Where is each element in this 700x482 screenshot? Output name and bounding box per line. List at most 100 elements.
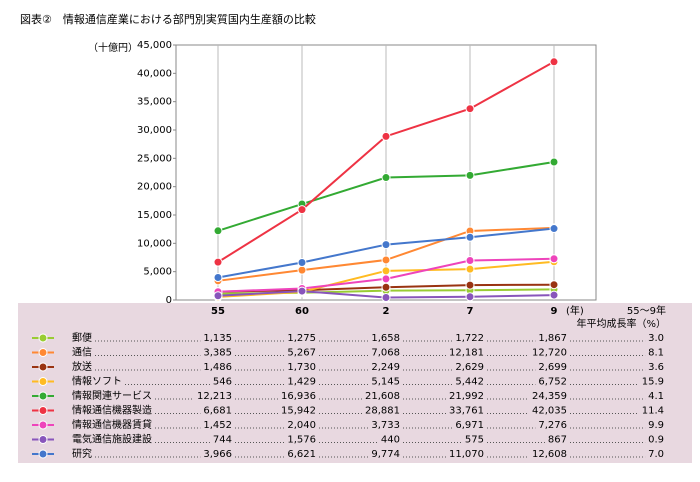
x-tick-label: 55	[211, 306, 225, 317]
table-value: 440	[381, 435, 400, 446]
data-point	[213, 273, 223, 283]
table-value: 7,068	[371, 348, 400, 359]
growth-rate: 7.0	[648, 449, 664, 460]
x-tick-label: 9	[551, 306, 558, 317]
data-point	[381, 282, 391, 292]
legend-label: 研究	[72, 447, 92, 460]
y-axis-label: （十億円）	[88, 41, 138, 54]
table-value: 2,249	[371, 362, 400, 373]
legend-marker	[38, 420, 48, 430]
legend-marker	[38, 449, 48, 459]
table-value: 5,267	[287, 348, 316, 359]
chart-title: 図表② 情報通信産業における部門別実質国内生産額の比較	[20, 12, 316, 26]
data-point	[381, 293, 391, 303]
table-value: 24,359	[532, 391, 567, 402]
growth-rate: 4.1	[648, 391, 664, 402]
data-point	[213, 257, 223, 267]
x-tick-label: 60	[295, 306, 309, 317]
table-value: 2,629	[455, 362, 484, 373]
table-value: 1,275	[287, 333, 316, 344]
x-unit: (年)	[566, 304, 584, 317]
data-point	[297, 265, 307, 275]
table-value: 16,936	[281, 391, 316, 402]
legend-marker	[38, 333, 48, 343]
table-value: 21,608	[365, 391, 400, 402]
y-tick-label: 0	[166, 295, 172, 306]
table-value: 546	[213, 377, 232, 388]
table-value: 5,442	[455, 377, 484, 388]
table-value: 1,730	[287, 362, 316, 373]
y-tick-label: 10,000	[137, 238, 172, 249]
growth-rate: 0.9	[648, 435, 664, 446]
table-value: 5,145	[371, 377, 400, 388]
table-row: 情報通信機器賃貸 1,452 2,040 3,733 6,971 7,276 9.9	[32, 418, 664, 431]
legend-marker	[38, 391, 48, 401]
table-row: 情報通信機器製造 6,681 15,942 28,881 33,761 42,035 11.…	[32, 404, 664, 417]
data-point	[381, 274, 391, 284]
data-point	[381, 266, 391, 276]
table-background	[18, 303, 692, 463]
table-value: 6,621	[287, 449, 316, 460]
table-value: 12,608	[532, 449, 567, 460]
table-value: 6,971	[455, 420, 484, 431]
data-point	[213, 226, 223, 236]
legend-marker	[38, 348, 48, 357]
data-point	[549, 280, 559, 290]
table-value: 12,213	[197, 391, 232, 402]
y-tick-label: 45,000	[137, 40, 172, 51]
table-value: 7,276	[538, 420, 567, 431]
legend-label: 郵便	[72, 331, 92, 344]
table-value: 1,452	[203, 420, 232, 431]
data-point	[465, 264, 475, 274]
table-value: 11,070	[449, 449, 484, 460]
table-value: 6,681	[203, 406, 232, 417]
table-value: 2,699	[538, 362, 567, 373]
growth-header: 55～9年	[627, 304, 666, 317]
x-tick-label: 2	[383, 306, 390, 317]
data-point	[465, 292, 475, 302]
table-row: 研究 3,966 6,621 9,774 11,070 12,608 7.0	[32, 447, 664, 460]
table-value: 2,040	[287, 420, 316, 431]
table-value: 6,752	[538, 377, 567, 388]
y-tick-label: 35,000	[137, 97, 172, 108]
legend-marker	[38, 362, 48, 372]
table-row: 電気通信施設建設 744 1,576 440 575 867 0.9	[32, 433, 664, 446]
table-value: 9,774	[371, 449, 400, 460]
data-point	[465, 255, 475, 265]
table-row: 郵便 1,135 1,275 1,658 1,722 1,867 3.0	[32, 331, 664, 344]
table-value: 21,992	[449, 391, 484, 402]
table-value: 1,658	[371, 333, 400, 344]
table-row: 情報関連サービス 12,213 16,936 21,608 21,992 24,359 4.…	[32, 389, 664, 402]
growth-rate: 3.6	[648, 362, 664, 373]
data-point	[549, 224, 559, 234]
table-value: 867	[548, 435, 567, 446]
table-value: 12,720	[532, 348, 567, 359]
x-tick-label: 7	[467, 306, 474, 317]
table-value: 3,966	[203, 449, 232, 460]
growth-rate: 8.1	[648, 348, 664, 359]
data-point	[465, 170, 475, 180]
legend-label: 通信	[72, 347, 92, 359]
y-tick-label: 5,000	[143, 267, 172, 278]
table-value: 1,135	[203, 333, 232, 344]
table-value: 33,761	[449, 406, 484, 417]
y-tick-label: 30,000	[137, 125, 172, 136]
legend-label: 情報関連サービス	[72, 389, 152, 402]
table-value: 12,181	[449, 348, 484, 359]
y-tick-label: 15,000	[137, 210, 172, 221]
data-point	[465, 280, 475, 290]
data-point	[381, 173, 391, 183]
growth-rate: 15.9	[642, 377, 664, 388]
data-point	[297, 205, 307, 215]
legend-marker	[38, 435, 48, 444]
table-value: 1,722	[455, 333, 484, 344]
table-row: 通信 3,385 5,267 7,068 12,181 12,720 8.1	[32, 347, 664, 359]
legend-label: 情報通信機器製造	[72, 404, 152, 417]
table-value: 744	[213, 435, 232, 446]
table-value: 3,385	[203, 348, 232, 359]
data-point	[297, 286, 307, 296]
data-point	[297, 257, 307, 267]
data-point	[213, 291, 223, 301]
data-point	[381, 240, 391, 250]
legend-label: 電気通信施設建設	[72, 433, 152, 446]
